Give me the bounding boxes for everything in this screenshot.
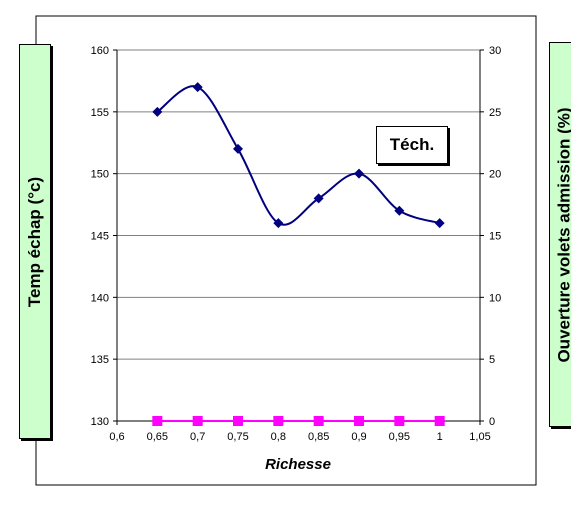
y-axis-left-title-text: Temp échap (°c)	[25, 176, 45, 307]
data-point-marker	[354, 416, 364, 426]
data-point-marker	[434, 218, 445, 229]
x-tick-label: 0,85	[308, 431, 329, 443]
data-point-marker	[152, 106, 163, 117]
data-point-marker	[394, 205, 405, 216]
y-right-tick-label: 5	[489, 354, 495, 366]
y-left-tick-label: 160	[91, 45, 109, 57]
x-tick-labels: 0,6 0,65 0,7 0,75 0,8 0,85 0,9 0,95 1 1,05	[109, 431, 490, 443]
y-right-tick-labels: 0 5 10 15 20 25 30	[489, 45, 501, 428]
x-tick-label: 0,75	[227, 431, 248, 443]
data-point-marker	[354, 168, 364, 179]
y-left-tick-labels: 130 135 140 145 150 155 160	[91, 45, 109, 428]
data-point-marker	[233, 143, 243, 154]
y-left-tick-label: 135	[91, 354, 109, 366]
grid-lines	[117, 111, 480, 360]
annotation-label: Téch.	[376, 126, 448, 164]
y-right-tick-label: 10	[489, 292, 501, 304]
x-tick-label: 1,05	[469, 431, 490, 443]
y-left-tick-label: 145	[91, 231, 109, 243]
y-left-tick-label: 150	[91, 169, 109, 181]
y-right-tick-label: 30	[489, 45, 501, 57]
data-point-marker	[233, 416, 243, 426]
y-axis-right-title: Ouverture volets admission (%)	[549, 42, 571, 427]
data-point-marker	[273, 218, 284, 229]
y-axis-right-title-text: Ouverture volets admission (%)	[555, 106, 571, 363]
y-right-tick-label: 20	[489, 169, 501, 181]
data-point-marker	[313, 193, 324, 204]
y-right-tick-label: 25	[489, 107, 501, 119]
x-tick-label: 0,7	[190, 431, 205, 443]
data-point-marker	[313, 416, 324, 426]
x-tick-label: 0,6	[109, 431, 124, 443]
y-left-tick-label: 140	[91, 292, 109, 304]
x-tick-label: 0,8	[271, 431, 286, 443]
data-point-marker	[273, 416, 284, 426]
x-tick-label: 0,9	[351, 431, 366, 443]
data-point-marker	[192, 82, 203, 93]
y-left-tick-label: 155	[91, 107, 109, 119]
data-point-marker	[152, 416, 163, 426]
series-line-1	[156, 85, 440, 226]
y-right-tick-label: 0	[489, 416, 495, 428]
y-right-tick-label: 15	[489, 231, 501, 243]
series-group	[152, 82, 445, 426]
y-left-tick-label: 130	[91, 416, 109, 428]
x-tick-label: 0,95	[389, 431, 410, 443]
data-point-marker	[192, 416, 203, 426]
y-axis-left-title: Temp échap (°c)	[19, 44, 51, 439]
data-point-marker	[434, 416, 445, 426]
x-tick-label: 0,65	[147, 431, 168, 443]
x-tick-label: 1	[437, 431, 443, 443]
data-point-marker	[394, 416, 405, 426]
x-axis-title: Richesse	[265, 456, 331, 473]
